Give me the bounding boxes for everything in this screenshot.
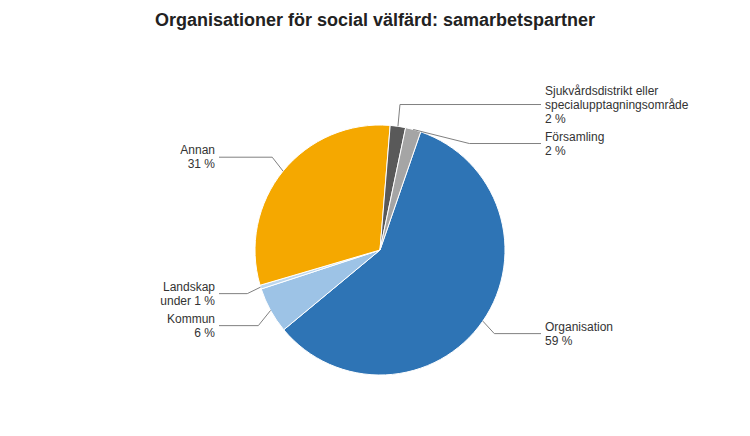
svg-text:Organisation59 %: Organisation59 % — [545, 320, 613, 348]
svg-text:Sjukvårdsdistrikt ellerspecial: Sjukvårdsdistrikt ellerspecialupptagning… — [545, 84, 689, 126]
svg-text:Kommun6 %: Kommun6 % — [167, 312, 215, 340]
svg-text:Församling2 %: Församling2 % — [545, 130, 604, 158]
svg-text:Landskapunder 1 %: Landskapunder 1 % — [160, 280, 215, 308]
svg-text:Annan31 %: Annan31 % — [180, 143, 215, 171]
html-text:Organisationer för social välf: Organisationer för social välfärd: samar… — [154, 10, 596, 30]
